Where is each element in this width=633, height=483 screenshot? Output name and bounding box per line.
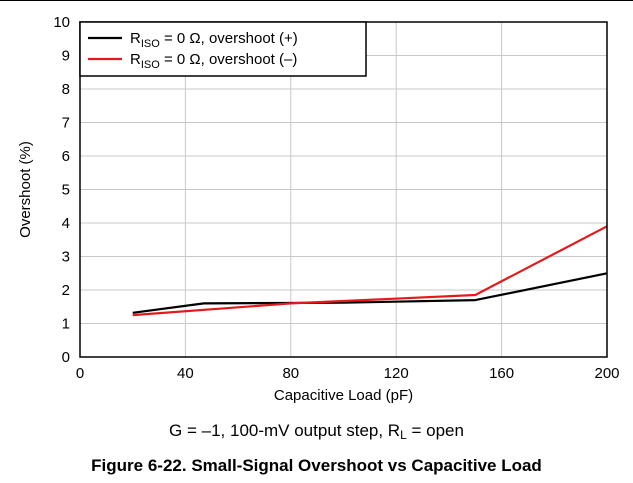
y-tick-label: 10: [53, 14, 70, 31]
legend-label-main: R: [130, 30, 141, 47]
x-axis-label: Capacitive Load (pF): [274, 387, 413, 404]
series-lines: [132, 225, 608, 317]
series-line-overshoot-negative: [132, 225, 608, 317]
x-tick-label: 40: [177, 365, 194, 382]
y-tick-label: 5: [62, 182, 70, 199]
y-tick-label: 6: [62, 148, 70, 165]
legend-label-rest: = 0 Ω, overshoot (+): [160, 30, 298, 47]
legend-entry-label: RISO = 0 Ω, overshoot (+): [130, 30, 298, 50]
legend: RISO = 0 Ω, overshoot (+)RISO = 0 Ω, ove…: [79, 21, 367, 77]
legend-label-subscript: ISO: [141, 59, 160, 71]
y-tick-label: 8: [62, 81, 70, 98]
x-tick-label: 120: [384, 365, 409, 382]
x-tick-labels: 0 40 80 120 160 200: [76, 365, 620, 382]
series-line-overshoot-positive: [132, 272, 608, 314]
x-tick-label: 0: [76, 365, 84, 382]
legend-label-main: R: [130, 51, 141, 68]
y-tick-label: 2: [62, 282, 70, 299]
legend-label-subscript: ISO: [141, 38, 160, 50]
legend-label-rest: = 0 Ω, overshoot (–): [160, 51, 298, 68]
test-conditions: G = –1, 100-mV output step, RL = open: [0, 421, 633, 441]
y-tick-label: 7: [62, 115, 70, 132]
conditions-subscript: L: [400, 428, 407, 442]
overshoot-chart: 0 40 80 120 160 200 0 1 2 3 4 5 6 7 8 9 10 Capacitive L…: [17, 14, 620, 404]
y-tick-labels: 0 1 2 3 4 5 6 7 8 9 10: [53, 14, 70, 366]
conditions-prefix: G = –1, 100-mV output step, R: [169, 421, 401, 440]
y-tick-label: 3: [62, 249, 70, 266]
y-tick-label: 9: [62, 48, 70, 65]
x-tick-label: 160: [489, 365, 514, 382]
y-tick-label: 1: [62, 316, 70, 333]
figure-caption: Figure 6-22. Small-Signal Overshoot vs C…: [91, 456, 542, 475]
conditions-suffix: = open: [406, 421, 464, 440]
legend-box: [79, 21, 367, 77]
x-tick-label: 80: [282, 365, 299, 382]
y-axis-label: Overshoot (%): [17, 141, 34, 238]
y-tick-label: 4: [62, 215, 70, 232]
legend-entry-label: RISO = 0 Ω, overshoot (–): [130, 51, 297, 71]
top-rule: [0, 0, 633, 1]
x-tick-label: 200: [594, 365, 619, 382]
y-tick-label: 0: [62, 349, 70, 366]
